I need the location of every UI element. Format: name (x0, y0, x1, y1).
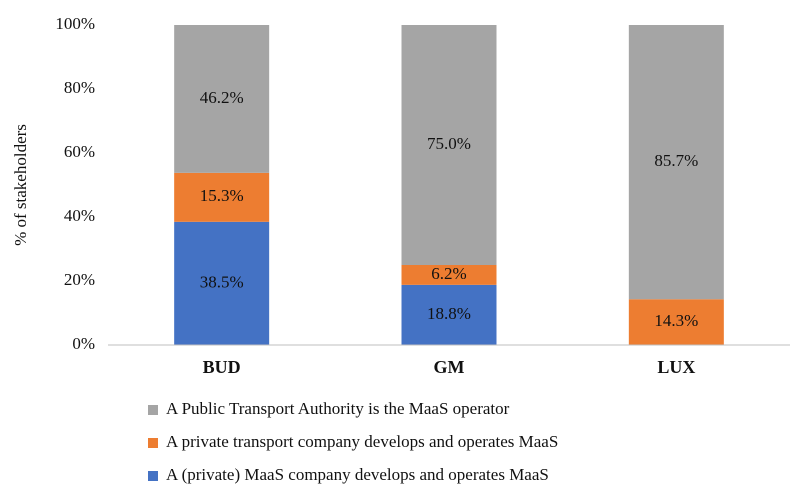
y-tick-label: 40% (64, 206, 95, 225)
data-label: 6.2% (431, 264, 466, 283)
x-tick-label: BUD (203, 357, 241, 377)
bar-segment (401, 284, 497, 345)
legend-label: A (private) MaaS company develops and op… (166, 465, 549, 484)
y-tick-label: 20% (64, 270, 95, 289)
legend-label: A Public Transport Authority is the MaaS… (166, 399, 510, 418)
y-tick-label: 0% (72, 334, 95, 353)
x-tick-label: LUX (657, 357, 695, 377)
legend-swatch (148, 471, 158, 481)
bar-segment (174, 172, 270, 222)
y-tick-label: 80% (64, 78, 95, 97)
bar-segment (174, 25, 270, 173)
data-label: 15.3% (200, 186, 244, 205)
y-tick-label: 60% (64, 142, 95, 161)
legend-swatch (148, 438, 158, 448)
data-label: 38.5% (200, 272, 244, 291)
bar-segment (628, 299, 724, 345)
data-label: 14.3% (654, 311, 698, 330)
x-tick-label: GM (434, 357, 465, 377)
data-label: 46.2% (200, 88, 244, 107)
data-label: 75.0% (427, 134, 471, 153)
bar-segment (174, 221, 270, 345)
bar-segment (401, 265, 497, 285)
data-label: 85.7% (654, 151, 698, 170)
data-label: 18.8% (427, 304, 471, 323)
bar-segment (628, 25, 724, 300)
legend-swatch (148, 405, 158, 415)
bar-segment (401, 25, 497, 265)
y-axis-label: % of stakeholders (11, 124, 30, 246)
y-tick-label: 100% (55, 14, 95, 33)
legend-label: A private transport company develops and… (166, 432, 558, 451)
